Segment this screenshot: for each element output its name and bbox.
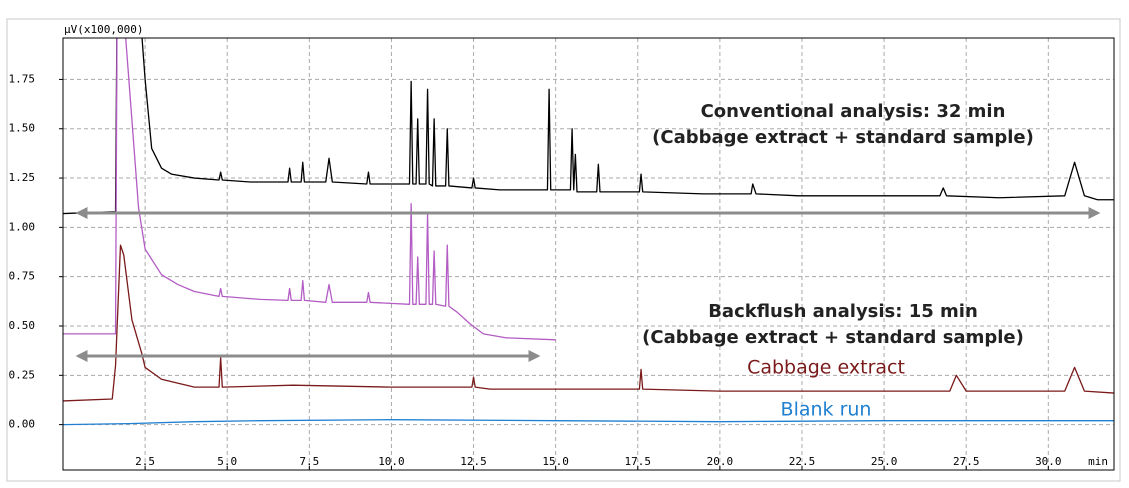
series-label: Blank run (781, 399, 872, 421)
plot-lines (63, 38, 1114, 426)
y-tick-label: 0.50 (9, 319, 36, 332)
series-note: (Cabbage extract + standard sample) (642, 327, 1024, 348)
x-tick-label: 20.0 (707, 455, 734, 468)
outer-frame (6, 18, 1121, 482)
y-tick-label: 1.00 (9, 220, 36, 233)
x-tick-label: 5.0 (217, 455, 237, 468)
series-line (63, 419, 1114, 426)
x-tick-label: 25.0 (871, 455, 898, 468)
series-label: Cabbage extract (747, 357, 905, 379)
series-label: Conventional analysis: 32 min (701, 101, 1006, 122)
y-tick-label: 1.25 (9, 171, 36, 184)
x-tick-label: 7.5 (299, 455, 319, 468)
series-line (63, 38, 556, 341)
series-note: (Cabbage extract + standard sample) (652, 127, 1034, 148)
labels: Conventional analysis: 32 min (Cabbage ex… (642, 101, 1034, 421)
y-tick-label: 1.50 (9, 122, 36, 135)
x-axis-label: min (1088, 455, 1108, 468)
grid (63, 38, 1114, 470)
x-tick-label: 2.5 (135, 455, 155, 468)
y-tick-label: 1.75 (9, 72, 36, 85)
series-line (63, 38, 1114, 215)
y-tick-label: 0.75 (9, 270, 36, 283)
x-tick-label: 22.5 (789, 455, 816, 468)
x-tick-label: 10.0 (378, 455, 405, 468)
x-tick-label: 15.0 (542, 455, 569, 468)
series-label: Backflush analysis: 15 min (708, 301, 978, 322)
plot-frame (62, 37, 1115, 471)
y-axis-label: μV(x100,000) (64, 23, 143, 36)
y-tick-label: 0.00 (9, 418, 36, 431)
x-tick-label: 17.5 (625, 455, 652, 468)
series-line (63, 244, 1114, 402)
x-tick-label: 12.5 (460, 455, 487, 468)
y-tick-label: 0.25 (9, 368, 36, 381)
x-tick-label: 30.0 (1035, 455, 1062, 468)
x-tick-label: 27.5 (953, 455, 980, 468)
